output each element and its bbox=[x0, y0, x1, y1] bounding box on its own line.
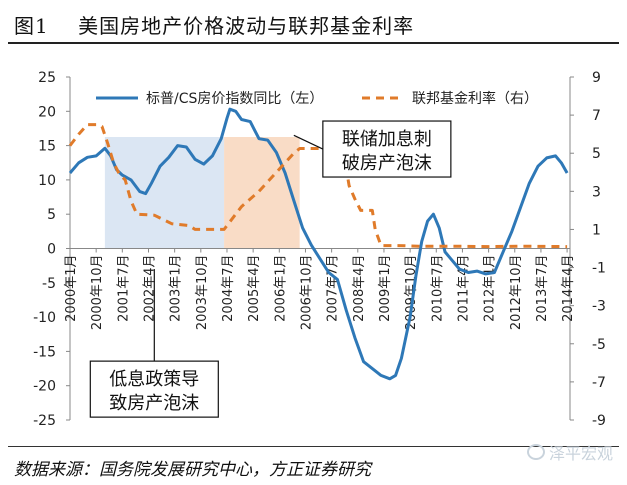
x-tick-label-4: 2003年1月 bbox=[169, 255, 184, 322]
right-tick-label-2: 5 bbox=[592, 146, 601, 162]
x-tick-label-0: 2000年1月 bbox=[64, 255, 79, 322]
right-tick-label-3: 3 bbox=[592, 184, 601, 200]
page-title: 图1 美国房地产价格波动与联邦基金利率 bbox=[14, 14, 415, 38]
chat-bubble-icon bbox=[526, 444, 545, 460]
x-tick-label-9: 2006年10月 bbox=[299, 255, 314, 331]
x-tick-label-8: 2006年1月 bbox=[273, 255, 288, 322]
x-tick-label-6: 2004年7月 bbox=[221, 255, 236, 322]
left-tick-label-0: 25 bbox=[38, 70, 56, 86]
legend-label-1: 联邦基金利率（右） bbox=[412, 90, 538, 107]
left-tick-label-7: -10 bbox=[33, 310, 56, 326]
left-tick-label-5: 0 bbox=[47, 242, 56, 258]
x-tick-label-14: 2010年7月 bbox=[430, 255, 445, 322]
watermark: 泽平宏观 bbox=[526, 440, 613, 464]
annotation-text-1-0: 低息政策导 bbox=[109, 369, 199, 390]
x-tick-label-19: 2014年4月 bbox=[561, 255, 576, 322]
annotation-box-0 bbox=[322, 120, 452, 178]
right-tick-label-9: -9 bbox=[592, 413, 606, 429]
x-tick-label-3: 2002年4月 bbox=[142, 255, 157, 322]
right-tick-label-0: 9 bbox=[592, 70, 601, 86]
right-tick-label-7: -5 bbox=[592, 337, 606, 353]
shaded-region-0 bbox=[104, 137, 225, 249]
left-tick-label-2: 15 bbox=[38, 139, 56, 155]
title-bar: 图1 美国房地产价格波动与联邦基金利率 bbox=[0, 0, 627, 44]
left-tick-label-3: 10 bbox=[38, 173, 56, 189]
annotation-text-1-1: 致房产泡沫 bbox=[109, 393, 199, 414]
title-rule bbox=[8, 42, 619, 44]
source-note: 数据来源：国务院发展研究中心，方正证券研究 bbox=[14, 460, 371, 480]
annotation-box-1 bbox=[89, 360, 219, 418]
annotation-text-0-0: 联储加息刺 bbox=[342, 129, 432, 150]
left-tick-label-6: -5 bbox=[42, 276, 56, 292]
legend-label-0: 标普/CS房价指数同比（左） bbox=[146, 91, 323, 107]
x-tick-label-18: 2013年7月 bbox=[535, 255, 550, 322]
series-line-0 bbox=[68, 107, 569, 381]
left-tick-label-4: 5 bbox=[47, 207, 56, 223]
right-tick-label-5: -1 bbox=[592, 261, 606, 277]
left-tick-label-1: 20 bbox=[38, 104, 56, 120]
right-tick-label-6: -3 bbox=[592, 299, 606, 315]
source-rule bbox=[8, 446, 619, 447]
x-tick-label-5: 2003年10月 bbox=[195, 255, 210, 331]
annotation-text-0-1: 破房产泡沫 bbox=[342, 153, 432, 174]
left-tick-label-8: -15 bbox=[33, 344, 56, 360]
left-tick-label-9: -20 bbox=[33, 379, 56, 395]
watermark-text: 泽平宏观 bbox=[548, 444, 613, 463]
annotation-arrow-0 bbox=[293, 134, 324, 150]
x-tick-label-2: 2001年7月 bbox=[116, 255, 131, 322]
x-tick-label-15: 2011年4月 bbox=[456, 255, 471, 322]
chart: 25 20 15 10 5 0 -5 -10 -15 -20 -25 9 7 5 3 1 -1 -3 -5 -7 -9 2… bbox=[33, 70, 606, 429]
x-tick-label-12: 2009年1月 bbox=[378, 255, 393, 322]
right-tick-label-8: -7 bbox=[592, 375, 606, 391]
x-tick-label-7: 2005年4月 bbox=[247, 255, 262, 322]
x-tick-label-11: 2008年4月 bbox=[352, 255, 367, 322]
x-tick-label-16: 2012年1月 bbox=[483, 254, 498, 321]
x-tick-label-17: 2012年10月 bbox=[509, 255, 524, 331]
series-line-1 bbox=[68, 123, 568, 249]
right-tick-label-1: 7 bbox=[592, 108, 601, 124]
left-tick-label-10: -25 bbox=[33, 413, 56, 429]
right-tick-label-4: 1 bbox=[592, 222, 601, 238]
x-tick-label-1: 2000年10月 bbox=[90, 255, 105, 331]
shaded-region-1 bbox=[224, 137, 300, 249]
